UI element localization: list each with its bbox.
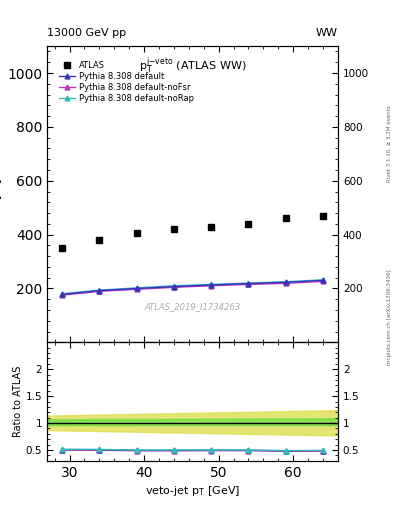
Pythia 8.308 default-noRap <box>283 279 288 285</box>
Text: mcplots.cern.ch [arXiv:1306.3436]: mcplots.cern.ch [arXiv:1306.3436] <box>387 270 391 365</box>
Pythia 8.308 default <box>134 285 139 291</box>
Text: WW: WW <box>316 28 338 38</box>
Text: ATLAS_2019_I1734263: ATLAS_2019_I1734263 <box>145 302 241 311</box>
Legend: ATLAS, Pythia 8.308 default, Pythia 8.308 default-noFsr, Pythia 8.308 default-no: ATLAS, Pythia 8.308 default, Pythia 8.30… <box>57 59 195 105</box>
Pythia 8.308 default-noRap <box>134 285 139 291</box>
ATLAS <box>134 230 139 237</box>
Y-axis label: Ratio to ATLAS: Ratio to ATLAS <box>13 366 23 437</box>
Y-axis label: $\sigma$ [fb]: $\sigma$ [fb] <box>0 178 4 210</box>
Pythia 8.308 default-noRap <box>209 281 213 287</box>
Pythia 8.308 default-noFsr <box>134 286 139 292</box>
Pythia 8.308 default-noFsr <box>172 284 176 290</box>
Pythia 8.308 default-noFsr <box>209 283 213 289</box>
ATLAS <box>209 223 213 229</box>
Line: Pythia 8.308 default-noFsr: Pythia 8.308 default-noFsr <box>60 279 325 297</box>
Line: ATLAS: ATLAS <box>59 212 327 251</box>
ATLAS <box>283 216 288 222</box>
ATLAS <box>97 237 102 243</box>
Pythia 8.308 default <box>246 281 251 287</box>
Pythia 8.308 default-noFsr <box>321 279 325 285</box>
Pythia 8.308 default-noFsr <box>60 292 64 298</box>
ATLAS <box>246 221 251 227</box>
Pythia 8.308 default <box>60 291 64 297</box>
Pythia 8.308 default <box>209 282 213 288</box>
Pythia 8.308 default-noRap <box>321 277 325 283</box>
Pythia 8.308 default-noRap <box>246 280 251 286</box>
ATLAS <box>172 226 176 232</box>
Text: 13000 GeV pp: 13000 GeV pp <box>47 28 126 38</box>
Line: Pythia 8.308 default-noRap: Pythia 8.308 default-noRap <box>60 278 325 296</box>
Pythia 8.308 default <box>283 279 288 285</box>
Pythia 8.308 default-noFsr <box>97 288 102 294</box>
X-axis label: veto-jet $\mathrm{p_T}$ [GeV]: veto-jet $\mathrm{p_T}$ [GeV] <box>145 484 240 498</box>
Pythia 8.308 default <box>172 284 176 290</box>
Line: Pythia 8.308 default: Pythia 8.308 default <box>60 278 325 297</box>
Text: Rivet 3.1.10, ≥ 3.2M events: Rivet 3.1.10, ≥ 3.2M events <box>387 105 391 182</box>
Pythia 8.308 default-noFsr <box>283 280 288 286</box>
ATLAS <box>60 245 64 251</box>
Text: $\mathrm{p_T^{j\mathregular{-}veto}}$ (ATLAS WW): $\mathrm{p_T^{j\mathregular{-}veto}}$ (A… <box>139 55 246 76</box>
Pythia 8.308 default-noRap <box>60 291 64 297</box>
Pythia 8.308 default <box>321 278 325 284</box>
Pythia 8.308 default-noFsr <box>246 281 251 287</box>
Pythia 8.308 default <box>97 288 102 294</box>
Pythia 8.308 default-noRap <box>97 287 102 293</box>
ATLAS <box>321 212 325 219</box>
Pythia 8.308 default-noRap <box>172 283 176 289</box>
